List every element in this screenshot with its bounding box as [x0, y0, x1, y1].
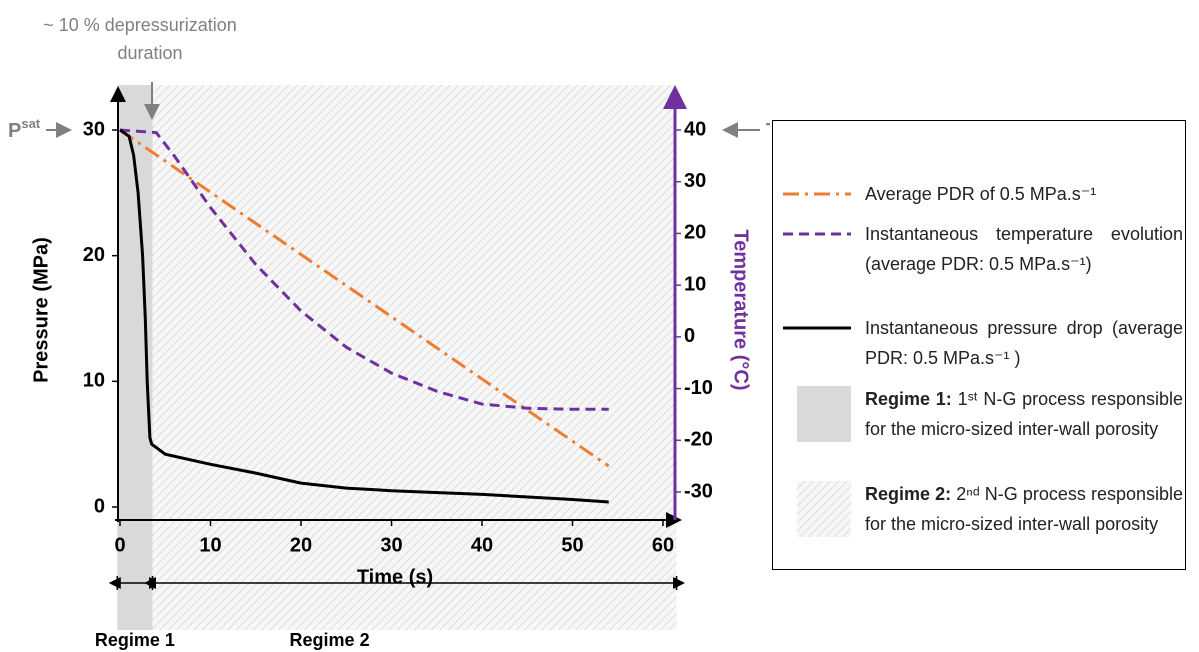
legend-swatch — [783, 192, 851, 196]
legend-swatch — [797, 481, 851, 537]
y2-tick-label: 0 — [684, 325, 695, 347]
legend-text: Average PDR of 0.5 MPa.s⁻¹ — [865, 184, 1097, 204]
psat-label: Psat — [8, 116, 41, 142]
x-tick-label: 30 — [380, 534, 402, 556]
regime-label: Regime 2 — [290, 630, 370, 650]
x-tick-label: 10 — [199, 534, 221, 556]
y-axis-label: Pressure (MPa) — [30, 237, 52, 383]
x-tick-label: 0 — [114, 534, 125, 556]
legend-text: Regime 1: 1ˢᵗ N-G process responsible fo… — [865, 384, 1183, 444]
legend-text: Instantaneous temperature evolution (ave… — [865, 224, 1183, 274]
y2-tick-label: 40 — [684, 118, 706, 140]
regime-region — [152, 85, 677, 630]
y2-tick-label: 20 — [684, 222, 706, 244]
x-tick-label: 40 — [471, 534, 493, 556]
series-line — [119, 128, 609, 504]
y2-axis-label: Temperature (°C) — [730, 230, 752, 391]
y2-tick-label: -10 — [684, 377, 713, 399]
series-line — [119, 128, 610, 468]
legend-entry: Instantaneous pressure drop (average PDR… — [781, 313, 1183, 373]
y2-tick-label: 10 — [684, 273, 706, 295]
legend-swatch — [783, 326, 851, 330]
x-tick-label: 20 — [290, 534, 312, 556]
duration-annotation: duration — [117, 43, 182, 63]
duration-annotation: ~ 10 % depressurization — [43, 15, 237, 35]
series-line — [119, 128, 609, 411]
legend-region-label: Regime 2: — [865, 484, 952, 504]
legend-region — [797, 386, 851, 442]
legend-text: Regime 2: 2ⁿᵈ N-G process responsible fo… — [865, 479, 1183, 539]
legend-entry: Regime 2: 2ⁿᵈ N-G process responsible fo… — [781, 479, 1183, 539]
psat-base: P — [8, 120, 21, 142]
x-tick-label: 50 — [561, 534, 583, 556]
legend-region-text: 2ⁿᵈ N-G process responsible for the micr… — [865, 484, 1184, 534]
legend-region-text: 1ˢᵗ N-G process responsible for the micr… — [865, 389, 1183, 439]
legend-entry: Average PDR of 0.5 MPa.s⁻¹ — [781, 179, 1183, 209]
y-tick-label: 20 — [83, 244, 105, 266]
legend: Average PDR of 0.5 MPa.s⁻¹ Instantaneous … — [772, 120, 1186, 570]
legend-region-label: Regime 1: — [865, 389, 952, 409]
legend-region — [797, 481, 851, 537]
x-axis-label: Time (s) — [357, 566, 433, 588]
y2-tick-label: 30 — [684, 170, 706, 192]
legend-entry: Instantaneous temperature evolution (ave… — [781, 219, 1183, 279]
regime-label: Regime 1 — [95, 630, 175, 650]
tsat-label: Tsat — [766, 116, 770, 142]
legend-entry: Regime 1: 1ˢᵗ N-G process responsible fo… — [781, 384, 1183, 444]
psat-sup: sat — [21, 116, 40, 131]
y2-tick-label: -30 — [684, 480, 713, 502]
legend-text: Instantaneous pressure drop (average PDR… — [865, 318, 1183, 368]
chart: Regime 1 Regime 2 0 10 20 30 40 50 60 0 10 20 30 -30… — [8, 15, 770, 650]
y-tick-label: 10 — [83, 370, 105, 392]
legend-swatch — [797, 386, 851, 442]
legend-swatch — [783, 232, 851, 236]
y2-tick-label: -20 — [684, 429, 713, 451]
x-tick-label: 60 — [652, 534, 674, 556]
y-tick-label: 0 — [94, 495, 105, 517]
tsat-base: T — [766, 120, 770, 142]
y-tick-label: 30 — [83, 118, 105, 140]
